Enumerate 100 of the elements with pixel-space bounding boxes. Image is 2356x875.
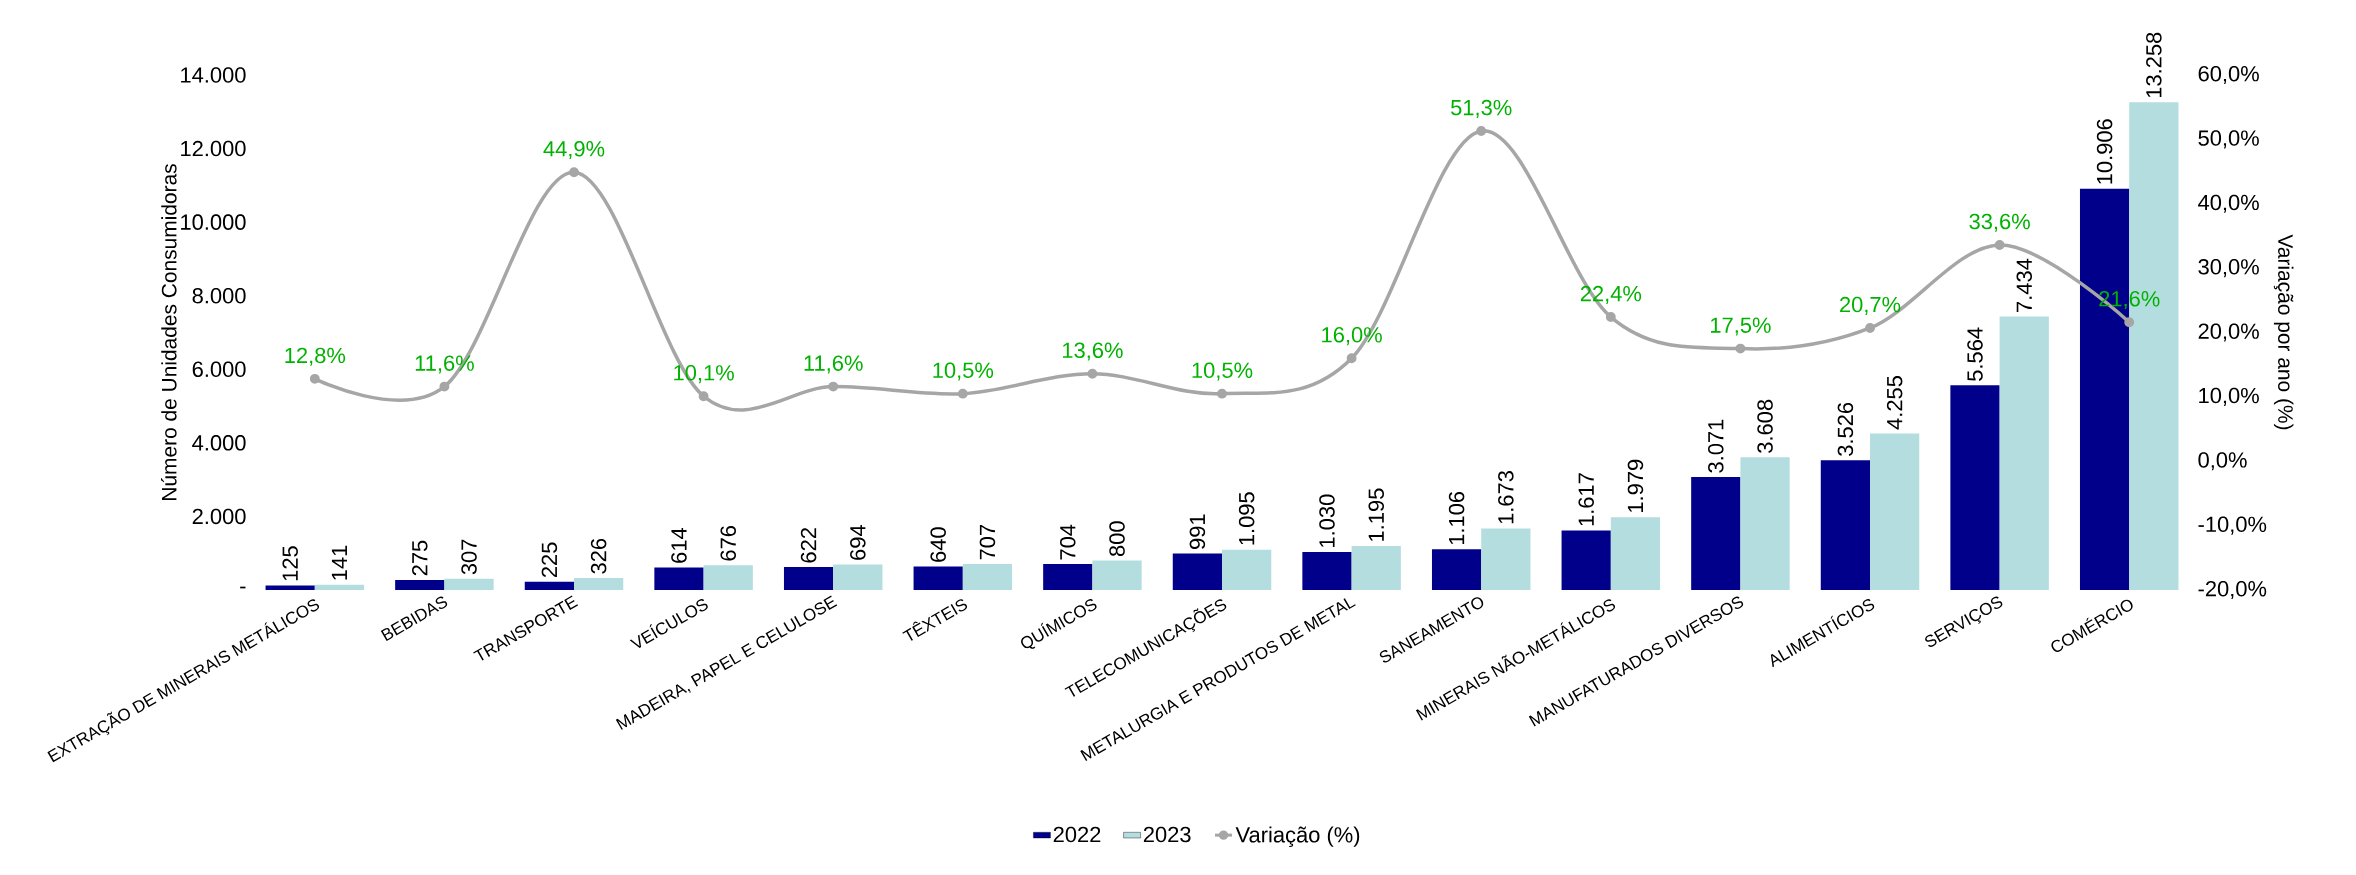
- bar: [395, 579, 445, 590]
- data-label: 307: [461, 539, 477, 575]
- data-label: 141: [331, 545, 347, 580]
- bar: [1351, 546, 1401, 590]
- bar: [574, 578, 624, 590]
- y-tick-label: 8.000: [192, 287, 246, 304]
- data-label: 1.617: [1578, 473, 1594, 526]
- point: [1217, 388, 1227, 399]
- y2-tick-label: 40,0%: [2198, 194, 2259, 213]
- bar: [444, 578, 494, 590]
- bar: [524, 581, 574, 590]
- point: [828, 381, 839, 392]
- data-label: 3.608: [1757, 399, 1773, 453]
- point: [698, 391, 709, 402]
- data-label: 125: [282, 546, 298, 581]
- bar: [913, 566, 963, 590]
- data-label: 11,6%: [415, 355, 474, 374]
- bar: [703, 565, 753, 590]
- bar: [1999, 316, 2049, 590]
- data-label: 16,0%: [1322, 327, 1382, 346]
- data-label: 11,6%: [804, 355, 863, 374]
- data-label: 707: [979, 525, 996, 560]
- data-label: 7.434: [2016, 258, 2033, 312]
- y-tick-label: 10.000: [181, 214, 246, 230]
- data-label: 10,5%: [933, 362, 994, 381]
- data-label: 622: [800, 528, 817, 563]
- y2-tick-label: -10,0%: [2198, 516, 2267, 535]
- bar: [1302, 552, 1352, 590]
- y2-tick-label: 30,0%: [2198, 259, 2259, 278]
- data-label: 704: [1060, 524, 1076, 560]
- point: [1605, 312, 1616, 322]
- y-tick-label: -: [240, 586, 246, 589]
- bar: [1691, 477, 1741, 590]
- data-label: 10.906: [2096, 119, 2113, 184]
- point: [439, 381, 450, 392]
- point: [1994, 240, 2005, 250]
- legend-label: Variação (%): [1235, 826, 1360, 847]
- data-label: 10,1%: [674, 365, 734, 384]
- point: [1346, 353, 1357, 364]
- legend-label: 2022: [1053, 826, 1101, 843]
- point: [2124, 317, 2135, 328]
- point: [1735, 343, 1746, 354]
- y2-tick-label: 60,0%: [2198, 65, 2259, 85]
- legend-label: 2023: [1143, 826, 1191, 843]
- bar: [833, 564, 883, 590]
- bar: [1481, 528, 1531, 590]
- bar: [1820, 460, 1871, 590]
- data-label: 1.195: [1368, 488, 1384, 541]
- data-label: 22,4%: [1580, 285, 1642, 304]
- data-label: 1.095: [1238, 492, 1255, 545]
- data-label: 10,5%: [1192, 362, 1253, 381]
- data-label: 1.030: [1319, 494, 1335, 547]
- data-label: 800: [1109, 521, 1125, 557]
- data-label: 4.255: [1886, 376, 1903, 430]
- y-axis-title: Número de Unidades Consumidoras: [160, 164, 177, 500]
- y2-tick-label: 50,0%: [2198, 130, 2259, 149]
- bar: [1043, 564, 1093, 590]
- bar: [1431, 549, 1482, 590]
- bar: [1222, 549, 1272, 590]
- bar: [1740, 457, 1790, 590]
- y-tick-label: 4.000: [192, 435, 246, 451]
- bar: [1950, 385, 2000, 590]
- y-tick-label: 14.000: [181, 67, 246, 83]
- bar: [1561, 530, 1611, 590]
- y2-tick-label: 0,0%: [2198, 452, 2247, 471]
- bar: [962, 563, 1013, 590]
- data-label: 17,5%: [1711, 317, 1771, 336]
- data-label: 12,8%: [285, 347, 346, 366]
- data-label: 44,9%: [543, 141, 605, 160]
- data-label: 5.564: [1967, 327, 1983, 381]
- bar: [265, 585, 315, 590]
- y-tick-label: 6.000: [192, 361, 246, 378]
- bar: [654, 567, 704, 590]
- point: [309, 373, 320, 384]
- bar: [314, 584, 365, 590]
- data-label: 275: [412, 540, 428, 576]
- data-label: 51,3%: [1451, 99, 1512, 118]
- y-tick-label: 2.000: [192, 508, 246, 525]
- data-label: 33,6%: [1969, 213, 2030, 232]
- y-tick-label: 12.000: [181, 140, 246, 157]
- data-label: 1.106: [1448, 491, 1465, 545]
- data-label: 1.979: [1627, 459, 1644, 513]
- point: [1087, 368, 1098, 379]
- data-label: 20,7%: [1840, 296, 1901, 315]
- bar: [1172, 553, 1223, 590]
- bar: [1610, 517, 1661, 590]
- y2-tick-label: -20,0%: [2198, 580, 2267, 600]
- bar: [783, 567, 834, 590]
- y2-tick-label: 10,0%: [2199, 387, 2259, 406]
- data-label: 640: [930, 527, 946, 562]
- data-label: 3.071: [1708, 419, 1724, 473]
- data-label: 614: [671, 527, 687, 563]
- y2-tick-label: 20,0%: [2198, 323, 2259, 342]
- point: [1865, 323, 1875, 333]
- data-label: 225: [541, 542, 558, 578]
- data-label: 991: [1189, 514, 1206, 549]
- data-label: 694: [850, 525, 866, 560]
- data-label: 676: [720, 526, 736, 561]
- data-label: 3.526: [1837, 402, 1854, 456]
- bar: [1870, 433, 1920, 590]
